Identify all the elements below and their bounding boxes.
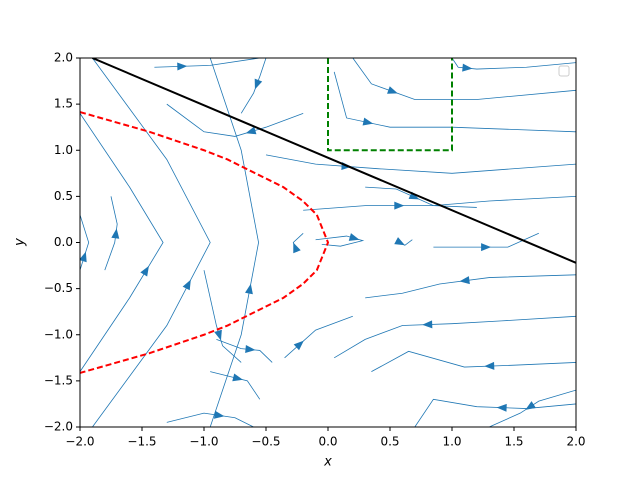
streamline [80, 113, 164, 372]
x-tick-label: 1.5 [504, 435, 523, 449]
stream-arrow [254, 78, 263, 90]
streamline [166, 412, 254, 427]
y-tick-label: 1.5 [54, 97, 73, 111]
stream-arrow [525, 401, 536, 410]
stream-arrow [213, 410, 225, 419]
stream-arrow [362, 117, 374, 126]
streamline [333, 315, 576, 359]
streamline [154, 58, 260, 68]
x-tick-label: −1.0 [189, 435, 218, 449]
stream-arrow [245, 126, 257, 135]
x-tick-label: −0.5 [251, 435, 280, 449]
stream-arrow [80, 251, 87, 263]
stream-arrow [387, 86, 398, 94]
stream-arrow [232, 373, 243, 382]
streamline [209, 58, 259, 427]
y-tick-label: 1.0 [54, 143, 73, 157]
x-axis-label: x [323, 455, 332, 470]
stream-arrow [245, 345, 256, 353]
x-tick-label: −2.0 [65, 435, 94, 449]
x-tick-label: 2.0 [566, 435, 585, 449]
stream-arrow [394, 237, 405, 246]
stream-arrow [182, 279, 191, 291]
streamline [284, 315, 353, 359]
stream-arrow [422, 320, 433, 329]
streamline [315, 235, 365, 247]
streamline [371, 350, 576, 373]
streamline [166, 103, 304, 137]
stream-arrow [484, 361, 495, 370]
x-tick-label: 0.5 [380, 435, 399, 449]
streamline [365, 274, 576, 299]
y-tick-label: 2.0 [54, 51, 73, 65]
stream-arrow [140, 265, 149, 277]
streamline [414, 398, 576, 427]
plot-area [80, 58, 576, 427]
streamline [451, 58, 576, 70]
stream-arrow [214, 329, 222, 341]
legend-box [558, 65, 570, 77]
stream-arrow [348, 233, 360, 241]
y-tick-label: 0.5 [54, 189, 73, 203]
streamline [352, 58, 576, 100]
y-axis-label: y [13, 238, 28, 247]
stream-arrow [496, 403, 507, 412]
stream-arrow [293, 340, 304, 351]
streamline [203, 270, 242, 363]
stream-arrow [459, 276, 470, 285]
x-tick-label: 0.0 [318, 435, 337, 449]
y-tick-label: 0.0 [54, 235, 73, 249]
streamline [92, 58, 211, 427]
stream-arrow [177, 62, 188, 71]
overlay-line [80, 111, 330, 374]
stream-arrow [481, 243, 492, 252]
stream-arrow [111, 228, 120, 239]
stream-arrow [293, 242, 301, 254]
y-tick-label: −0.5 [44, 281, 73, 295]
y-tick-label: −1.5 [44, 373, 73, 387]
overlay-line [327, 58, 453, 152]
overlay-line [92, 58, 576, 264]
streamline [240, 58, 267, 114]
stream-arrow [462, 63, 473, 72]
streamline [333, 71, 576, 133]
y-tick-label: −1.0 [44, 327, 73, 341]
stream-arrow [245, 283, 253, 295]
x-tick-label: −1.5 [127, 435, 156, 449]
y-tick-label: −2.0 [44, 420, 73, 434]
stream-arrow [394, 201, 405, 210]
streamline [265, 154, 576, 174]
streamline [216, 338, 273, 363]
streamline [80, 214, 90, 271]
x-tick-label: 1.0 [442, 435, 461, 449]
